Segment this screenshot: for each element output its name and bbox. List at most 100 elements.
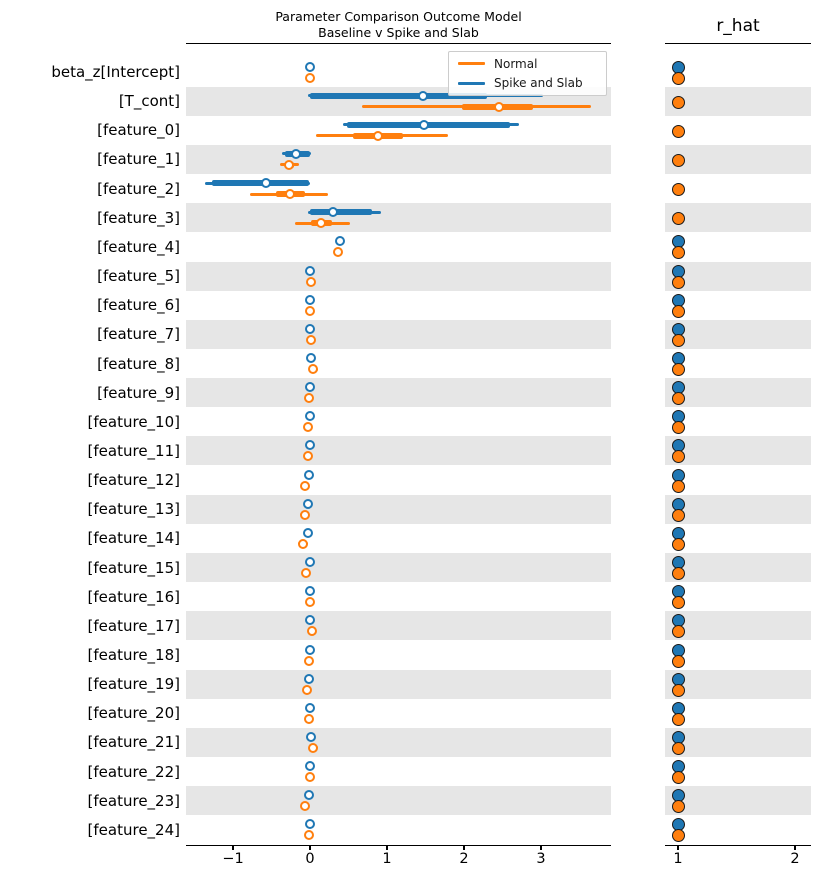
row-band-rhat xyxy=(665,261,811,291)
rhat-tick-label: 2 xyxy=(790,851,800,867)
median-dot-normal xyxy=(302,422,313,433)
row-band xyxy=(186,786,611,816)
y-tick-label: [feature_22] xyxy=(87,762,180,781)
rhat-dot-normal xyxy=(671,567,685,581)
median-dot-normal xyxy=(302,451,313,462)
row-band xyxy=(186,144,611,174)
rhat-panel-top-spine xyxy=(665,42,811,44)
rhat-dot-normal xyxy=(671,153,685,167)
rhat-dot-normal xyxy=(671,183,685,197)
y-tick-label: [feature_19] xyxy=(87,675,180,694)
row-band-rhat xyxy=(665,786,811,816)
median-dot-normal xyxy=(305,72,315,83)
x-tick-label: 2 xyxy=(459,851,469,867)
median-dot-normal xyxy=(300,801,311,812)
median-dot-spike-and-slab xyxy=(305,353,316,363)
row-band xyxy=(186,203,611,233)
left-panel-bottom-spine xyxy=(186,845,611,847)
median-dot-spike-and-slab xyxy=(305,761,315,772)
row-band xyxy=(186,494,611,524)
left-panel-top-spine xyxy=(186,42,611,44)
median-dot-normal xyxy=(308,364,319,374)
rhat-dot-normal xyxy=(671,71,685,85)
y-tick-label: [feature_13] xyxy=(87,500,180,519)
y-tick-label: [feature_18] xyxy=(87,646,180,664)
median-dot-normal xyxy=(304,830,315,841)
y-tick-label: [feature_24] xyxy=(87,820,180,839)
median-dot-spike-and-slab xyxy=(305,731,316,742)
y-tick-label: [feature_16] xyxy=(87,587,180,606)
row-band xyxy=(186,261,611,291)
rhat-dot-normal xyxy=(671,829,685,843)
row-band xyxy=(186,319,611,349)
row-band-rhat xyxy=(665,378,811,408)
median-dot-normal xyxy=(305,276,316,287)
legend-line-swatch-spike xyxy=(458,81,485,85)
median-dot-normal xyxy=(284,159,295,170)
row-band xyxy=(186,727,611,757)
median-dot-normal xyxy=(298,538,309,549)
rhat-dot-normal xyxy=(671,333,685,347)
median-dot-spike-and-slab xyxy=(305,615,315,626)
row-band-rhat xyxy=(665,553,811,583)
y-tick-label: [feature_3] xyxy=(97,208,180,227)
median-dot-normal xyxy=(301,568,312,579)
row-band-rhat xyxy=(665,611,811,641)
legend-label-normal: Normal xyxy=(494,56,538,71)
median-dot-normal xyxy=(299,509,310,520)
y-tick-label: beta_z[Intercept] xyxy=(51,63,180,81)
y-tick-label: [feature_4] xyxy=(97,237,180,256)
y-tick-label: [feature_21] xyxy=(87,733,180,752)
row-band xyxy=(186,378,611,408)
row-band-rhat xyxy=(665,144,811,174)
y-tick-label: [feature_5] xyxy=(97,267,180,286)
median-dot-normal xyxy=(304,655,315,666)
median-dot-normal xyxy=(305,597,315,608)
x-tick-mark xyxy=(386,845,388,850)
median-dot-spike-and-slab xyxy=(305,586,315,597)
rhat-dot-normal xyxy=(671,246,685,260)
rhat-dot-normal xyxy=(671,741,685,755)
rhat-dot-normal xyxy=(671,95,685,109)
figure-title: Parameter Comparison Outcome Model Basel… xyxy=(186,9,611,41)
median-dot-spike-and-slab xyxy=(335,236,346,247)
rhat-tick-label: 1 xyxy=(673,851,683,867)
median-dot-spike-and-slab xyxy=(304,673,315,684)
rhat-tick-mark xyxy=(794,845,796,850)
median-dot-normal xyxy=(304,393,315,404)
rhat-dot-normal xyxy=(671,712,685,726)
rhat-dot-normal xyxy=(671,450,685,464)
x-tick-label: 3 xyxy=(536,851,546,867)
rhat-dot-normal xyxy=(671,421,685,435)
legend-item-spike: Spike and Slab xyxy=(458,76,597,90)
y-tick-label: [feature_14] xyxy=(87,529,180,548)
median-dot-spike-and-slab xyxy=(305,557,315,568)
median-dot-spike-and-slab xyxy=(261,178,272,189)
median-dot-spike-and-slab xyxy=(302,498,313,509)
y-tick-label: [feature_20] xyxy=(87,704,180,723)
median-dot-spike-and-slab xyxy=(305,702,315,713)
median-dot-normal xyxy=(300,480,311,491)
x-tick-mark xyxy=(540,845,542,850)
median-dot-spike-and-slab xyxy=(305,382,315,393)
y-tick-label: [feature_7] xyxy=(97,325,180,344)
median-dot-spike-and-slab xyxy=(304,469,315,480)
row-band-rhat xyxy=(665,436,811,466)
rhat-dot-normal xyxy=(671,479,685,493)
legend-item-normal: Normal xyxy=(458,57,597,71)
x-tick-mark xyxy=(463,845,465,850)
median-dot-spike-and-slab xyxy=(305,61,315,72)
median-dot-normal xyxy=(372,130,383,141)
median-dot-spike-and-slab xyxy=(302,527,313,538)
legend-box: Normal Spike and Slab xyxy=(448,51,607,96)
rhat-dot-normal xyxy=(671,212,685,226)
row-band xyxy=(186,436,611,466)
x-tick-label: 0 xyxy=(305,851,315,867)
legend-label-spike: Spike and Slab xyxy=(494,76,583,91)
median-dot-normal xyxy=(315,218,326,229)
x-tick-mark xyxy=(232,845,234,850)
figure-title-line1: Parameter Comparison Outcome Model xyxy=(275,9,522,24)
y-tick-label: [feature_15] xyxy=(87,558,180,577)
rhat-dot-normal xyxy=(671,800,685,814)
